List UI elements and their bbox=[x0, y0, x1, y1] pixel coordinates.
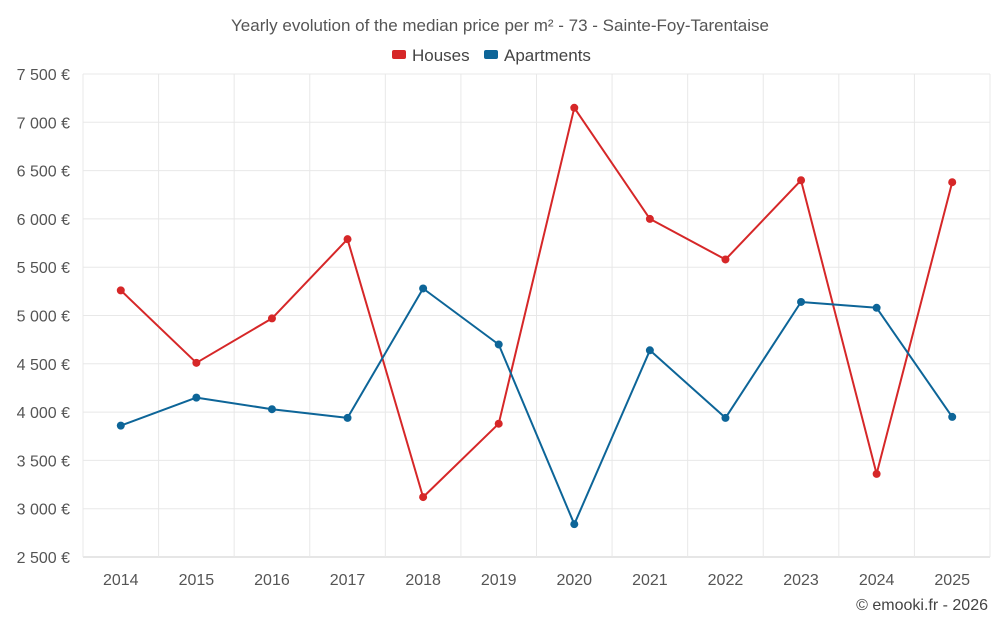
x-tick-label: 2017 bbox=[330, 572, 366, 589]
data-point-apartments[interactable] bbox=[419, 284, 428, 293]
data-point-houses[interactable] bbox=[872, 469, 881, 478]
y-tick-label: 5 000 € bbox=[17, 309, 70, 326]
y-tick-label: 7 500 € bbox=[17, 67, 70, 84]
data-point-houses[interactable] bbox=[721, 255, 730, 264]
x-tick-label: 2016 bbox=[254, 572, 290, 589]
series-line-houses bbox=[120, 106, 954, 499]
series-layer bbox=[116, 103, 957, 529]
data-point-houses[interactable] bbox=[116, 286, 125, 295]
x-tick-label: 2023 bbox=[783, 572, 819, 589]
data-point-houses[interactable] bbox=[645, 214, 654, 223]
y-tick-label: 6 500 € bbox=[17, 164, 70, 181]
credit-text: © emooki.fr - 2026 bbox=[856, 597, 988, 614]
data-point-houses[interactable] bbox=[570, 103, 579, 112]
chart-title: Yearly evolution of the median price per… bbox=[231, 16, 769, 35]
y-tick-label: 4 500 € bbox=[17, 357, 70, 374]
y-tick-label: 4 000 € bbox=[17, 405, 70, 422]
data-point-apartments[interactable] bbox=[116, 421, 125, 430]
data-point-apartments[interactable] bbox=[267, 405, 276, 414]
data-point-apartments[interactable] bbox=[192, 393, 201, 402]
data-point-apartments[interactable] bbox=[948, 412, 957, 421]
grid bbox=[82, 73, 991, 558]
legend-label-apartments[interactable]: Apartments bbox=[504, 46, 591, 65]
y-tick-label: 5 500 € bbox=[17, 260, 70, 277]
y-tick-label: 6 000 € bbox=[17, 212, 70, 229]
data-point-apartments[interactable] bbox=[797, 297, 806, 306]
x-tick-label: 2015 bbox=[179, 572, 215, 589]
legend-label-houses[interactable]: Houses bbox=[412, 46, 470, 65]
data-point-houses[interactable] bbox=[494, 419, 503, 428]
data-point-houses[interactable] bbox=[343, 235, 352, 244]
x-tick-label: 2020 bbox=[556, 572, 592, 589]
x-tick-label: 2024 bbox=[859, 572, 895, 589]
data-point-apartments[interactable] bbox=[343, 413, 352, 422]
x-tick-label: 2021 bbox=[632, 572, 668, 589]
x-tick-label: 2018 bbox=[405, 572, 441, 589]
data-point-apartments[interactable] bbox=[570, 520, 579, 529]
x-tick-label: 2022 bbox=[708, 572, 744, 589]
legend: Houses Apartments bbox=[392, 46, 591, 65]
data-point-apartments[interactable] bbox=[645, 346, 654, 355]
y-tick-label: 2 500 € bbox=[17, 550, 70, 567]
series-line-apartments bbox=[120, 287, 954, 526]
data-point-houses[interactable] bbox=[948, 178, 957, 187]
data-point-houses[interactable] bbox=[797, 176, 806, 185]
data-point-apartments[interactable] bbox=[721, 413, 730, 422]
data-point-apartments[interactable] bbox=[872, 303, 881, 312]
y-tick-label: 7 000 € bbox=[17, 115, 70, 132]
y-tick-label: 3 000 € bbox=[17, 502, 70, 519]
data-point-houses[interactable] bbox=[267, 314, 276, 323]
legend-swatch-apartments[interactable] bbox=[484, 50, 498, 59]
x-axis: 2014 2015 2016 2017 2018 2019 2020 2021 2022 2023… bbox=[103, 572, 970, 589]
data-point-houses[interactable] bbox=[419, 493, 428, 502]
legend-swatch-houses[interactable] bbox=[392, 50, 406, 59]
y-tick-label: 3 500 € bbox=[17, 453, 70, 470]
x-tick-label: 2014 bbox=[103, 572, 139, 589]
y-axis: 2 500 € 3 000 € 3 500 € 4 000 € 4 500 € 5 000… bbox=[17, 67, 70, 567]
data-point-houses[interactable] bbox=[192, 358, 201, 367]
x-tick-label: 2019 bbox=[481, 572, 517, 589]
x-tick-label: 2025 bbox=[934, 572, 970, 589]
data-point-apartments[interactable] bbox=[494, 340, 503, 349]
